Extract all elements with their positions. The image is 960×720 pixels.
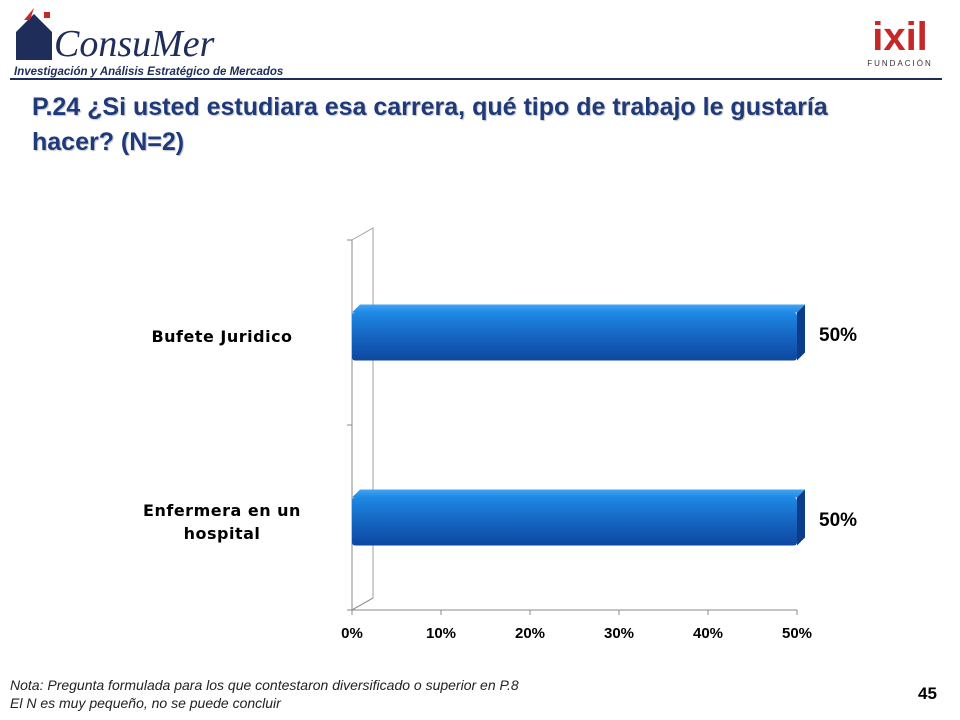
axis-wall [351, 227, 374, 611]
page-number: 45 [918, 684, 937, 703]
brand-name: ConsuMer [54, 23, 215, 65]
x-tick-label: 30% [603, 625, 635, 642]
bar-front-face [352, 497, 797, 546]
chart-axes [347, 227, 798, 615]
bar-front-face [352, 312, 797, 361]
header-divider [10, 78, 942, 80]
chart-bars [352, 304, 805, 546]
footnote-line-1: Nota: Pregunta formulada para los que co… [10, 677, 519, 693]
partner-tagline: FUNDACIÓN [867, 59, 933, 68]
bar [352, 304, 805, 361]
slide-title: P.24 ¿Si usted estudiara esa carrera, qu… [32, 93, 828, 156]
x-tick-label: 20% [514, 625, 546, 642]
category-label: Bufete Juridico [151, 327, 293, 346]
bar-top-face [352, 304, 805, 313]
x-tick-label: 10% [425, 625, 457, 642]
footnote: Nota: Pregunta formulada para los que co… [10, 676, 710, 712]
bar-value-label: 50% [819, 509, 858, 531]
x-tick-label: 40% [692, 625, 724, 642]
bar-value-label: 50% [819, 324, 858, 346]
brand-tagline: Investigación y Análisis Estratégico de … [14, 66, 283, 78]
ixil-logo: ixil FUNDACIÓN [867, 15, 933, 68]
x-tick-label: 0% [341, 625, 363, 642]
bar-side-face [797, 489, 805, 546]
bar-top-face [352, 489, 805, 498]
x-axis-depth [351, 597, 374, 611]
category-label: Enfermera en un hospital [143, 500, 301, 543]
bar-side-face [797, 304, 805, 361]
bar [352, 489, 805, 546]
footnote-line-2: El N es muy pequeño, no se puede conclui… [10, 695, 281, 711]
x-tick-label: 50% [781, 625, 813, 642]
consumer-logo: ConsuMer Investigación y Análisis Estrat… [14, 8, 283, 78]
partner-name: ixil [872, 15, 928, 59]
